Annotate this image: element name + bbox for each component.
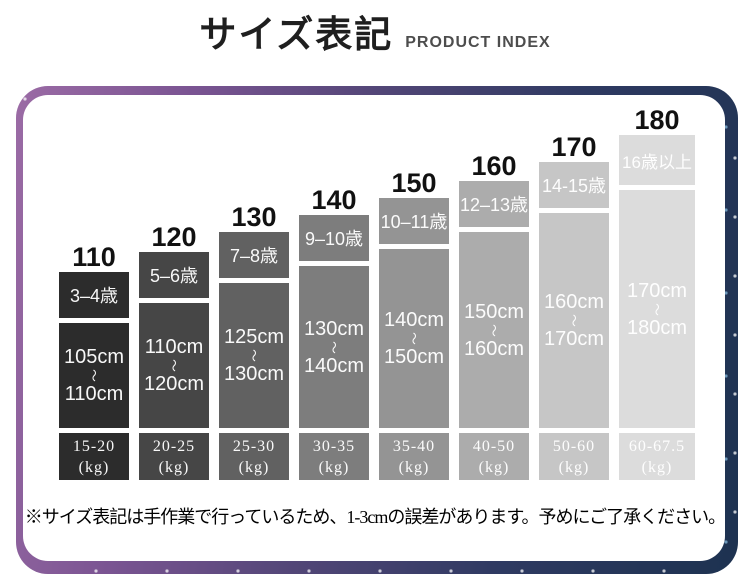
age-block: 12–13歳 [459, 181, 529, 227]
height-max: 160cm [463, 337, 525, 360]
weight-value: 20-25 [152, 437, 196, 455]
age-label: 9–10歳 [304, 229, 364, 249]
size-label: 130 [231, 202, 277, 232]
weight-value: 25-30 [232, 437, 276, 455]
height-min: 160cm [543, 291, 605, 313]
age-block: 9–10歳 [299, 215, 369, 261]
disclaimer-note: ※サイズ表記は手作業で行っているため、1-3cmの誤差があります。予めにご了承く… [24, 507, 726, 527]
page-subtitle: PRODUCT INDEX [405, 34, 551, 51]
weight-value: 15-20 [72, 437, 116, 455]
age-label: 5–6歳 [149, 266, 199, 286]
age-label: 10–11歳 [380, 212, 448, 232]
height-min: 110cm [144, 336, 204, 358]
size-column-160: 160 12–13歳 150cm 〜 160cm 40-50 (kg) [459, 153, 529, 480]
age-label: 14-15歳 [541, 176, 607, 196]
range-tilde: 〜 [86, 369, 102, 382]
size-label: 120 [151, 222, 197, 252]
height-max: 120cm [143, 373, 205, 395]
weight-block: 15-20 (kg) [59, 433, 129, 480]
weight-unit: (kg) [238, 458, 270, 476]
height-max: 170cm [543, 328, 605, 350]
weight-value: 35-40 [392, 437, 436, 455]
height-block: 130cm 〜 140cm [299, 266, 369, 428]
weight-block: 50-60 (kg) [539, 433, 609, 480]
height-min: 170cm [626, 279, 688, 302]
age-block: 10–11歳 [379, 198, 449, 244]
age-label: 3–4歳 [69, 286, 119, 306]
height-min: 125cm [223, 326, 285, 348]
height-max: 180cm [626, 316, 688, 339]
age-block: 7–8歳 [219, 232, 289, 278]
range-tilde: 〜 [649, 302, 665, 316]
range-tilde: 〜 [166, 359, 182, 372]
height-min: 140cm [383, 309, 445, 331]
weight-value: 30-35 [312, 437, 356, 455]
weight-unit: (kg) [641, 458, 673, 476]
size-label: 170 [551, 132, 597, 162]
weight-unit: (kg) [78, 458, 110, 476]
weight-unit: (kg) [158, 458, 190, 476]
weight-block: 40-50 (kg) [459, 433, 529, 480]
range-tilde: 〜 [406, 332, 422, 345]
weight-value: 60-67.5 [628, 437, 686, 455]
size-chart: 110 3–4歳 105cm 〜 110cm 15-20 (kg) 120 5–… [59, 107, 695, 480]
height-block: 170cm 〜 180cm [619, 190, 695, 428]
height-min: 150cm [463, 300, 525, 323]
age-label: 12–13歳 [459, 195, 529, 215]
height-max: 150cm [383, 346, 445, 368]
size-column-120: 120 5–6歳 110cm 〜 120cm 20-25 (kg) [139, 224, 209, 480]
age-label: 7–8歳 [229, 246, 279, 266]
age-label: 16歳以上 [622, 152, 692, 172]
weight-block: 30-35 (kg) [299, 433, 369, 480]
range-tilde: 〜 [566, 314, 582, 327]
size-column-140: 140 9–10歳 130cm 〜 140cm 30-35 (kg) [299, 187, 369, 480]
weight-block: 60-67.5 (kg) [619, 433, 695, 480]
size-column-110: 110 3–4歳 105cm 〜 110cm 15-20 (kg) [59, 244, 129, 480]
size-column-150: 150 10–11歳 140cm 〜 150cm 35-40 (kg) [379, 170, 449, 480]
weight-unit: (kg) [478, 458, 510, 476]
range-tilde: 〜 [246, 349, 262, 362]
range-tilde: 〜 [486, 323, 502, 337]
age-block: 14-15歳 [539, 162, 609, 208]
page-title: サイズ表記 [199, 15, 394, 56]
weight-unit: (kg) [318, 458, 350, 476]
age-block: 3–4歳 [59, 272, 129, 318]
height-min: 130cm [303, 317, 365, 340]
weight-unit: (kg) [398, 458, 430, 476]
size-column-180: 180 16歳以上 170cm 〜 180cm 60-67.5 (kg) [619, 107, 695, 480]
weight-block: 35-40 (kg) [379, 433, 449, 480]
height-max: 110cm [64, 383, 124, 405]
height-block: 150cm 〜 160cm [459, 232, 529, 428]
weight-block: 20-25 (kg) [139, 433, 209, 480]
height-max: 130cm [223, 363, 285, 385]
height-block: 110cm 〜 120cm [139, 303, 209, 428]
height-block: 125cm 〜 130cm [219, 283, 289, 428]
range-tilde: 〜 [326, 340, 342, 354]
height-block: 160cm 〜 170cm [539, 213, 609, 428]
size-label: 140 [311, 185, 357, 215]
height-block: 105cm 〜 110cm [59, 323, 129, 428]
page-header: サイズ表記 PRODUCT INDEX [0, 14, 750, 58]
weight-value: 50-60 [552, 437, 596, 455]
age-block: 5–6歳 [139, 252, 209, 298]
size-label: 180 [634, 105, 680, 135]
weight-unit: (kg) [558, 458, 590, 476]
height-block: 140cm 〜 150cm [379, 249, 449, 428]
age-block: 16歳以上 [619, 135, 695, 185]
height-min: 105cm [63, 346, 125, 368]
size-label: 150 [391, 168, 437, 198]
height-max: 140cm [303, 354, 365, 377]
weight-block: 25-30 (kg) [219, 433, 289, 480]
size-column-170: 170 14-15歳 160cm 〜 170cm 50-60 (kg) [539, 134, 609, 480]
size-label: 110 [72, 242, 116, 272]
size-label: 160 [471, 151, 517, 181]
weight-value: 40-50 [472, 437, 516, 455]
size-column-130: 130 7–8歳 125cm 〜 130cm 25-30 (kg) [219, 204, 289, 480]
